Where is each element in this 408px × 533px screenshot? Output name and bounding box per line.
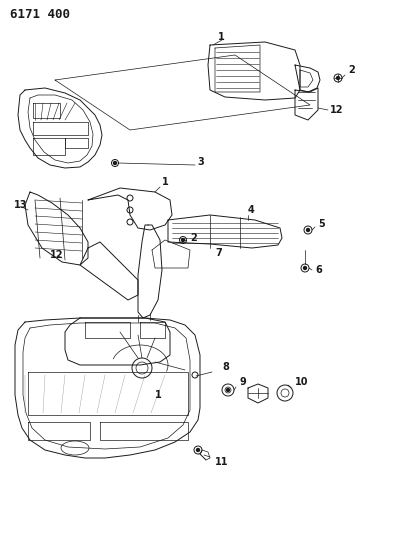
Circle shape — [197, 448, 200, 451]
Text: 2: 2 — [348, 65, 355, 75]
Text: 10: 10 — [295, 377, 308, 387]
Polygon shape — [168, 215, 282, 248]
Text: 12: 12 — [50, 250, 64, 260]
Text: 12: 12 — [330, 105, 344, 115]
Circle shape — [113, 161, 117, 165]
Text: 8: 8 — [222, 362, 229, 372]
Polygon shape — [208, 42, 300, 100]
Polygon shape — [295, 88, 318, 120]
Text: 3: 3 — [197, 157, 204, 167]
Text: 2: 2 — [190, 233, 197, 243]
Circle shape — [304, 266, 306, 270]
Polygon shape — [138, 225, 162, 318]
Text: 5: 5 — [318, 219, 325, 229]
Text: 11: 11 — [215, 457, 228, 467]
Polygon shape — [295, 65, 320, 92]
Text: 4: 4 — [248, 205, 255, 215]
Circle shape — [182, 238, 184, 241]
Text: 6171 400: 6171 400 — [10, 8, 70, 21]
Text: 6: 6 — [315, 265, 322, 275]
Text: 9: 9 — [240, 377, 247, 387]
Text: 13: 13 — [14, 200, 27, 210]
Text: 1: 1 — [155, 390, 162, 400]
Circle shape — [337, 77, 339, 79]
Text: 1: 1 — [162, 177, 169, 187]
Circle shape — [306, 229, 310, 231]
Circle shape — [226, 389, 229, 392]
Text: 7: 7 — [215, 248, 222, 258]
Text: 1: 1 — [218, 32, 225, 42]
Polygon shape — [88, 188, 172, 230]
